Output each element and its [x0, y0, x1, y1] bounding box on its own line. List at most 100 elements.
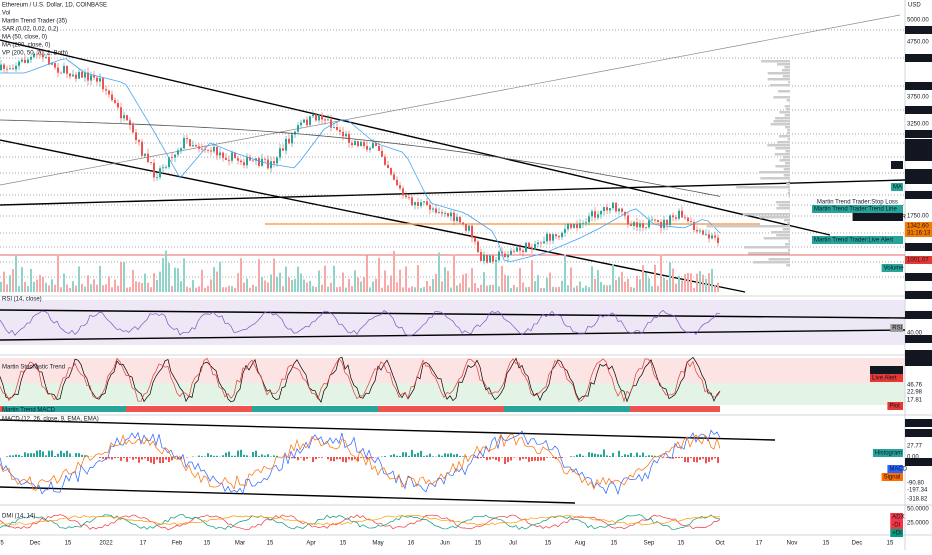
volume-bar: [681, 280, 683, 292]
stoch-trend: [483, 406, 486, 412]
candle: [456, 217, 458, 221]
volume-bar: [267, 283, 269, 292]
candle: [657, 220, 659, 222]
axis-label: 27.77: [907, 444, 923, 450]
axis-label: 4874.97: [907, 28, 929, 34]
macd-hist: [633, 456, 635, 457]
volume-bar: [315, 287, 317, 292]
volume-bar: [186, 287, 188, 292]
volume-bar: [456, 286, 458, 292]
stoch-trend: [573, 406, 576, 412]
volume-bar: [468, 288, 470, 292]
time-label: 15: [204, 541, 211, 547]
macd-hist: [6, 456, 8, 457]
volume-bar: [381, 288, 383, 292]
candle: [96, 78, 98, 82]
volume-bar: [702, 275, 704, 292]
macd-hist: [60, 451, 62, 457]
macd-hist: [609, 456, 611, 457]
candle: [336, 127, 338, 130]
time-label: 15: [267, 541, 274, 547]
volume-bar: [15, 255, 17, 292]
candle: [18, 62, 20, 66]
macd-hist: [501, 457, 503, 458]
macd-hist: [579, 454, 581, 457]
stoch-trend: [66, 406, 69, 412]
axis-label: 3932.83: [907, 84, 929, 90]
stoch-trend: [600, 406, 603, 412]
volume-bar: [633, 288, 635, 292]
stoch-trend: [162, 406, 165, 412]
stoch-trend: [297, 406, 300, 412]
stoch-trend: [123, 406, 126, 412]
candle: [258, 158, 260, 166]
stoch-trend: [270, 406, 273, 412]
stoch-trend: [237, 406, 240, 412]
candle: [717, 238, 719, 243]
volume-bar: [126, 288, 128, 292]
stoch-trend: [294, 406, 297, 412]
stoch-trend: [258, 406, 261, 412]
macd-hist: [306, 457, 308, 459]
volume-bar: [528, 287, 530, 292]
volume-profile: [759, 216, 790, 219]
candle: [573, 224, 575, 228]
volume-bar: [168, 263, 170, 292]
axis-label: 2408.10: [907, 155, 929, 161]
stoch-trend: [369, 406, 372, 412]
volume-bar: [234, 288, 236, 292]
candle: [645, 227, 647, 228]
candle: [354, 141, 356, 145]
candle: [123, 115, 125, 118]
volume-bar: [204, 288, 206, 292]
volume-bar: [405, 266, 407, 292]
stoch-trend: [159, 406, 162, 412]
macd-hist: [429, 454, 431, 457]
volume-profile: [784, 174, 790, 177]
stoch-trend: [405, 406, 408, 412]
volume-bar: [222, 287, 224, 292]
stoch-trend: [117, 406, 120, 412]
stoch-trend: [678, 406, 681, 412]
candle: [144, 154, 146, 156]
macd-hist: [99, 457, 101, 458]
volume-bar: [54, 285, 56, 292]
stoch-trend: [612, 406, 615, 412]
volume-bar: [192, 280, 194, 292]
macd-hist: [537, 457, 539, 461]
volume-profile: [785, 243, 790, 246]
pane-title: Martin Stochastic Trend: [2, 365, 65, 371]
volume-bar: [534, 281, 536, 292]
macd-hist: [165, 457, 167, 460]
stoch-trend: [585, 406, 588, 412]
tag: Live Alert: [872, 368, 897, 374]
indicator-legend: VP (200, 50, 70, 2, Both): [2, 51, 68, 57]
macd-hist: [630, 453, 632, 457]
stoch-trend: [225, 406, 228, 412]
indicator-legend: Vol: [2, 11, 10, 17]
candle: [0, 65, 2, 70]
volume-bar: [276, 277, 278, 292]
macd-hist: [699, 457, 701, 460]
macd-hist: [696, 457, 698, 462]
volume-bar: [615, 280, 617, 292]
macd-hist: [540, 457, 542, 460]
volume-bar: [561, 281, 563, 292]
macd-hist: [612, 453, 614, 457]
candle: [243, 162, 245, 165]
macd-hist: [57, 454, 59, 457]
stoch-trend: [87, 406, 90, 412]
macd-hist: [9, 455, 11, 457]
candle: [459, 217, 461, 223]
stoch-trend: [555, 406, 558, 412]
stoch-trend: [516, 406, 519, 412]
time-label: 15: [887, 541, 894, 547]
candle: [465, 224, 467, 230]
stoch-trend: [126, 406, 129, 412]
volume-bar: [543, 288, 545, 292]
macd-hist: [267, 454, 269, 457]
candle: [546, 234, 548, 242]
volume-bar: [105, 284, 107, 292]
macd-hist: [207, 453, 209, 457]
volume-bar: [300, 273, 302, 292]
